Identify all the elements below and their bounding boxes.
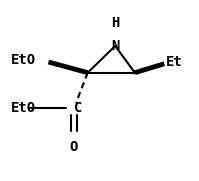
Text: C: C	[74, 101, 82, 115]
Text: Et: Et	[166, 55, 183, 69]
Text: H: H	[111, 16, 119, 30]
Text: O: O	[70, 140, 78, 154]
Text: N: N	[111, 39, 119, 53]
Text: EtO: EtO	[11, 53, 36, 67]
Text: EtO: EtO	[11, 101, 36, 115]
